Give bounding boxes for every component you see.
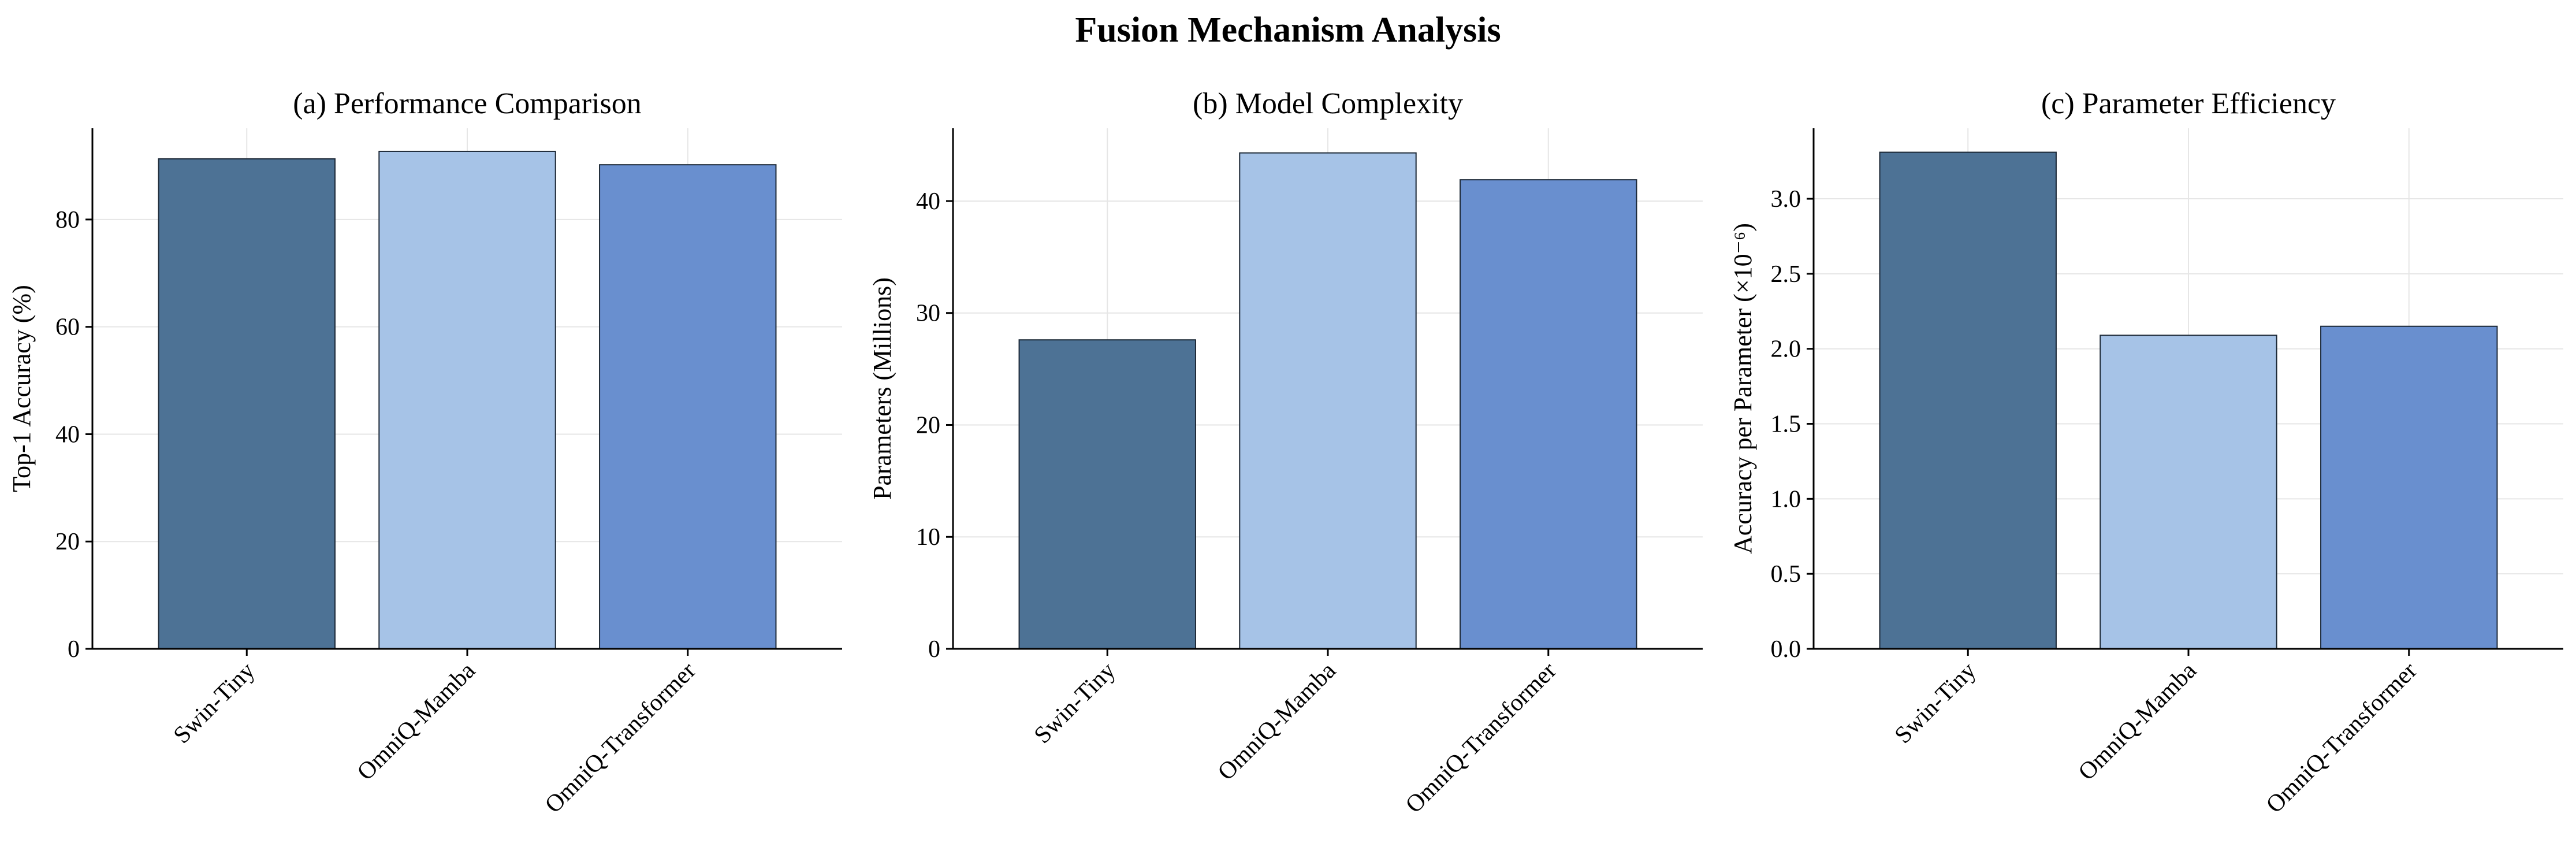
- bar-omniq-transformer: [1460, 179, 1637, 650]
- x-tick-label: Swin-Tiny: [169, 658, 260, 749]
- y-axis-label: Top-1 Accuracy (%): [8, 285, 36, 492]
- y-tick-label: 2.5: [1771, 261, 1801, 288]
- bar-omniq-transformer: [2320, 325, 2498, 649]
- x-tick-label: OmniQ-Mamba: [1213, 657, 1341, 785]
- subplot-3: 0.0 0.5 1.0 1.5 2.0 2.5 3.0 Swin-Tiny OmniQ-Mamb…: [1729, 87, 2563, 818]
- y-tick-label: 1.5: [1771, 411, 1801, 438]
- subplot-title: (a) Performance Comparison: [293, 87, 642, 120]
- subplot-title: (b) Model Complexity: [1193, 87, 1463, 120]
- y-tick-label: 0: [928, 636, 940, 663]
- subplot-title: (c) Parameter Efficiency: [2041, 87, 2336, 120]
- subplot-2: 0 10 20 30 40 Swin-Tiny OmniQ-Mamba OmniQ-Trans…: [868, 87, 1703, 818]
- y-tick-label: 0.0: [1771, 636, 1801, 663]
- bar-swin-tiny: [1879, 151, 2057, 649]
- y-tick-label: 20: [916, 412, 940, 439]
- y-tick-label: 0: [68, 636, 80, 663]
- x-tick-label: OmniQ-Transformer: [540, 658, 701, 819]
- x-tick-label: Swin-Tiny: [1890, 658, 1982, 749]
- y-tick-label: 10: [916, 524, 940, 551]
- bar-omniq-mamba: [1239, 152, 1417, 650]
- y-tick-label: 40: [55, 421, 80, 448]
- y-tick-label: 1.0: [1771, 486, 1801, 512]
- figure-title: Fusion Mechanism Analysis: [1075, 10, 1501, 50]
- x-tick-label: Swin-Tiny: [1029, 658, 1121, 749]
- y-axis-label: Parameters (Millions): [868, 277, 896, 500]
- y-tick-label: 80: [55, 207, 80, 233]
- y-tick-label: 20: [55, 529, 80, 555]
- x-tick-label: OmniQ-Mamba: [2074, 657, 2202, 785]
- bar-omniq-mamba: [378, 150, 556, 649]
- y-tick-label: 2.0: [1771, 336, 1801, 363]
- y-tick-label: 40: [916, 188, 940, 215]
- y-axis-label: Accuracy per Parameter (×10⁻⁶): [1729, 223, 1757, 554]
- y-tick-label: 30: [916, 300, 940, 327]
- y-tick-label: 3.0: [1771, 186, 1801, 213]
- bar-swin-tiny: [1018, 339, 1196, 649]
- x-tick-label: OmniQ-Transformer: [2261, 658, 2422, 819]
- bar-omniq-transformer: [599, 164, 777, 649]
- y-tick-label: 0.5: [1771, 561, 1801, 588]
- y-tick-label: 60: [55, 314, 80, 341]
- x-tick-label: OmniQ-Transformer: [1401, 658, 1562, 819]
- bar-omniq-mamba: [2099, 335, 2277, 649]
- bar-swin-tiny: [158, 158, 336, 649]
- x-tick-label: OmniQ-Mamba: [352, 657, 481, 785]
- subplot-1: 0 20 40 60 80 Swin-Tiny OmniQ-Mamba OmniQ-Trans…: [8, 87, 842, 818]
